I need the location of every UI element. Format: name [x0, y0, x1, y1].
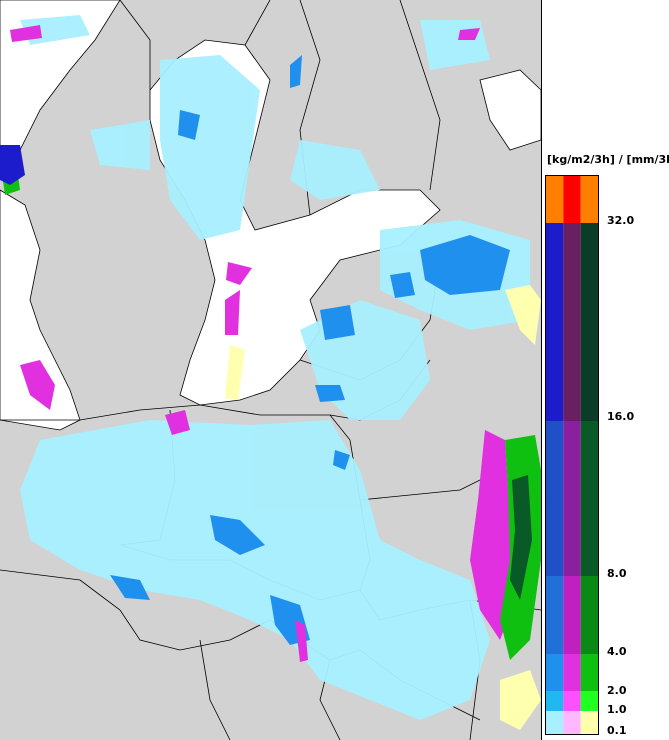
precip-magenta	[10, 25, 515, 662]
legend-swatches	[546, 176, 598, 734]
precip-dark-green	[510, 475, 532, 600]
legend-swatch	[546, 711, 564, 734]
legend-swatch	[580, 576, 598, 654]
legend-tick-01: 0.1	[607, 724, 627, 737]
legend-swatch	[580, 691, 598, 711]
legend-swatch	[546, 176, 564, 223]
precipitation-map	[0, 0, 542, 740]
legend-swatch	[563, 176, 581, 223]
legend-swatch	[563, 421, 581, 576]
legend-swatch	[563, 711, 581, 734]
legend-swatch	[580, 711, 598, 734]
legend-tick-32: 32.0	[607, 214, 635, 227]
legend-swatch	[563, 223, 581, 421]
legend-tick-1: 1.0	[607, 703, 627, 716]
legend-swatch	[546, 576, 564, 654]
legend-swatch	[546, 223, 564, 421]
legend-swatch	[546, 654, 564, 691]
precip-yellow	[225, 285, 541, 730]
color-legend	[545, 175, 599, 735]
legend-swatch	[580, 223, 598, 421]
legend-swatch	[580, 654, 598, 691]
legend-title: [kg/m2/3h] / [mm/3h]	[547, 153, 669, 166]
legend-swatch	[546, 691, 564, 711]
north-sea	[0, 189, 81, 431]
legend-swatch	[580, 421, 598, 576]
legend-swatch	[563, 576, 581, 654]
legend-swatch	[546, 421, 564, 576]
legend-tick-16: 16.0	[607, 410, 635, 423]
legend-tick-4: 4.0	[607, 645, 627, 658]
legend-tick-2: 2.0	[607, 684, 627, 697]
legend-swatch	[563, 654, 581, 691]
legend-tick-8: 8.0	[607, 567, 627, 580]
legend-swatch	[580, 176, 598, 223]
precip-dark-blue	[0, 145, 25, 185]
legend-swatch	[563, 691, 581, 711]
white-sea	[479, 69, 541, 151]
map-canvas	[0, 0, 541, 740]
